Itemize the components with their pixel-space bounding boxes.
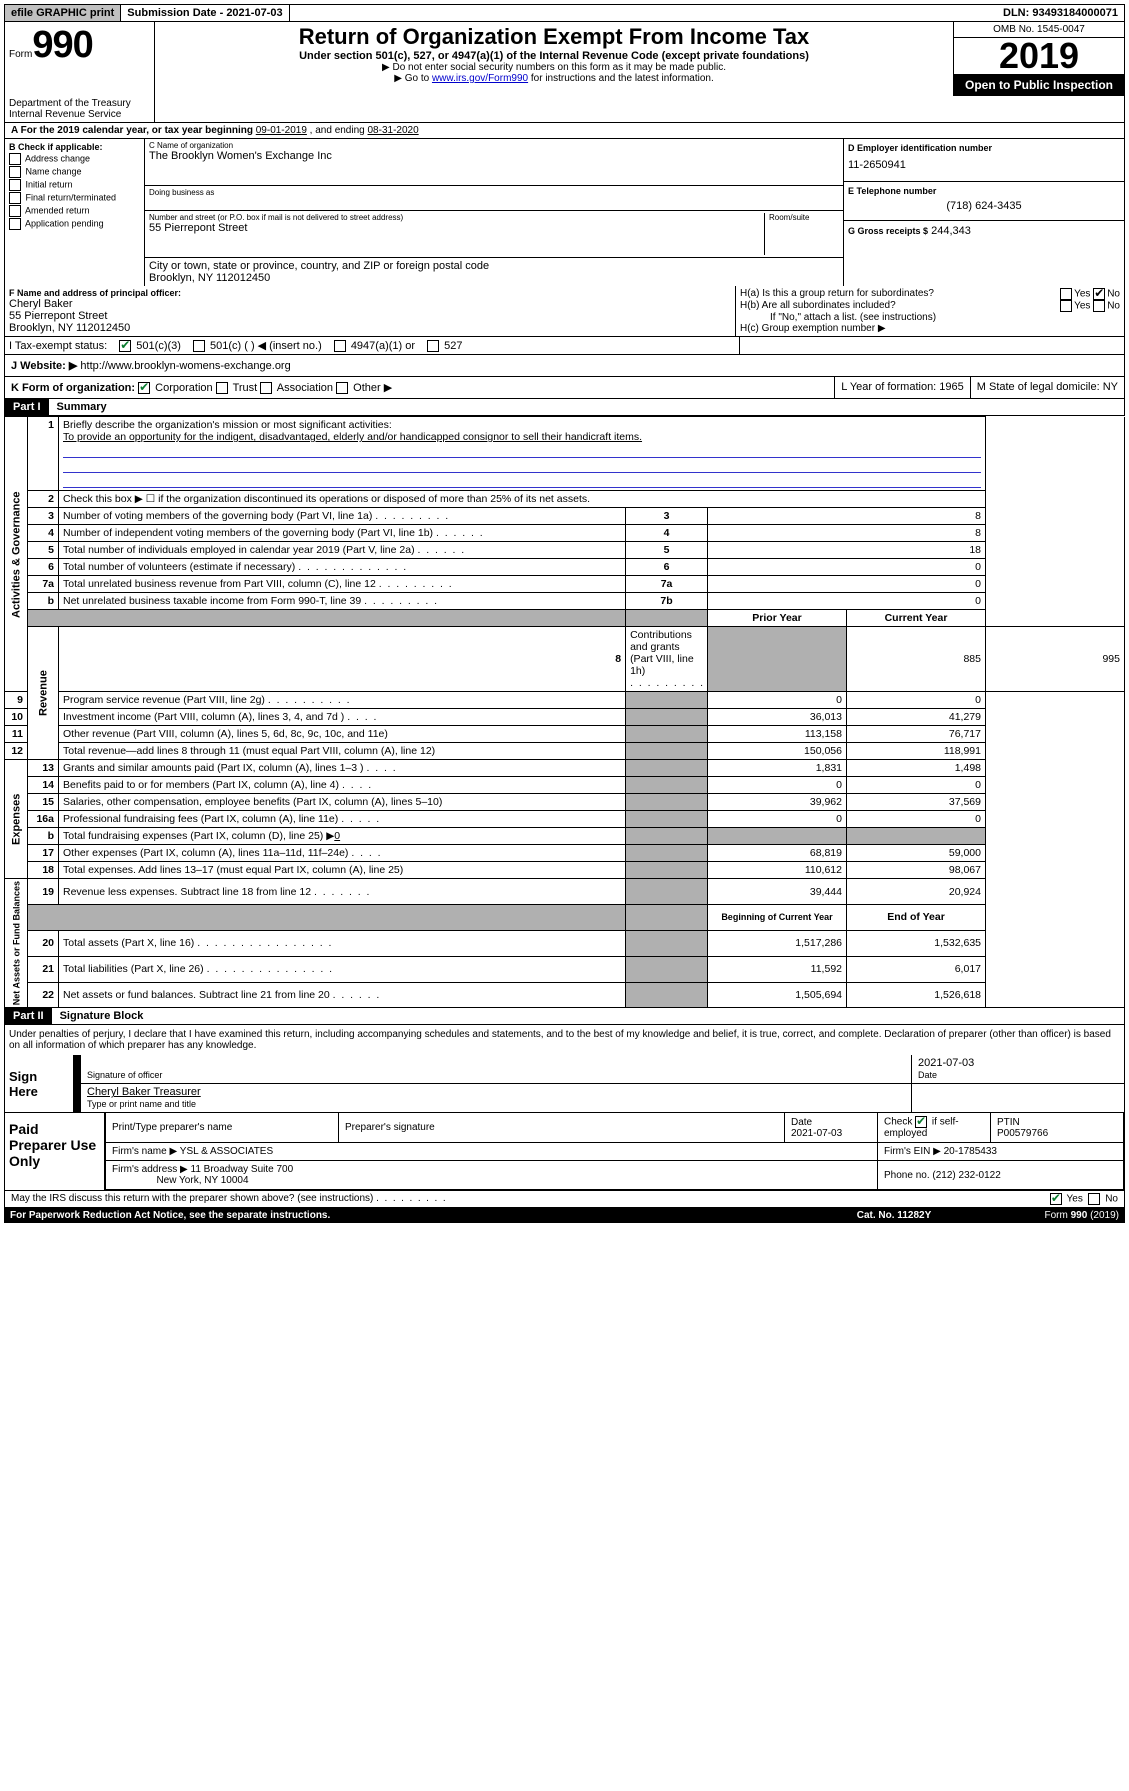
perjury-statement: Under penalties of perjury, I declare th… [4, 1025, 1125, 1055]
info-grid: B Check if applicable: Address change Na… [4, 139, 1125, 286]
v5: 18 [708, 542, 986, 559]
open-public-badge: Open to Public Inspection [954, 74, 1124, 96]
tax-year: 2019 [954, 38, 1124, 74]
group-return: H(a) Is this a group return for subordin… [736, 286, 1124, 336]
form-title: Return of Organization Exempt From Incom… [159, 24, 949, 50]
discuss-row: May the IRS discuss this return with the… [4, 1191, 1125, 1208]
check-if-applicable: B Check if applicable: Address change Na… [5, 139, 145, 286]
side-expenses: Expenses [5, 760, 28, 879]
officer-group-row: F Name and address of principal officer:… [4, 286, 1125, 337]
dln: DLN: 93493184000071 [997, 5, 1124, 21]
form-header: Form990 Return of Organization Exempt Fr… [4, 22, 1125, 123]
cb-amended[interactable]: Amended return [9, 205, 140, 217]
v7a: 0 [708, 576, 986, 593]
period-begin: 09-01-2019 [256, 125, 307, 136]
mission: To provide an opportunity for the indige… [63, 431, 642, 443]
form-prefix: Form [9, 49, 32, 60]
state-domicile: M State of legal domicile: NY [971, 377, 1124, 398]
tax-period-row: A For the 2019 calendar year, or tax yea… [4, 123, 1125, 139]
gross-receipts: 244,343 [931, 225, 971, 237]
v7b: 0 [708, 593, 986, 610]
firm-ein: 20-1785433 [944, 1146, 997, 1157]
efile-button[interactable]: efile GRAPHIC print [5, 5, 121, 21]
v3: 8 [708, 508, 986, 525]
department: Department of the Treasury Internal Reve… [5, 96, 155, 122]
firm-phone: (212) 232-0122 [932, 1170, 1000, 1181]
irs-link[interactable]: www.irs.gov/Form990 [432, 73, 528, 84]
form-note2: ▶ Go to www.irs.gov/Form990 for instruct… [159, 73, 949, 84]
header-right: OMB No. 1545-0047 2019 Open to Public In… [954, 22, 1124, 96]
side-revenue: Revenue [28, 627, 59, 760]
form-note1: ▶ Do not enter social security numbers o… [159, 62, 949, 73]
part2-title: Signature Block [52, 1010, 144, 1022]
ptin: P00579766 [997, 1128, 1048, 1139]
cb-application-pending[interactable]: Application pending [9, 218, 140, 230]
part2-label: Part II [5, 1008, 52, 1024]
part1-bar: Part I Summary [4, 399, 1125, 416]
part1-label: Part I [5, 399, 49, 415]
cb-self-employed[interactable] [915, 1116, 927, 1128]
v6: 0 [708, 559, 986, 576]
sign-here-block: Sign Here Signature of officer 2021-07-0… [4, 1055, 1125, 1113]
top-bar: efile GRAPHIC print Submission Date - 20… [4, 4, 1125, 22]
year-formation: L Year of formation: 1965 [835, 377, 971, 398]
period-end: 08-31-2020 [368, 125, 419, 136]
form-number: 990 [32, 24, 92, 66]
org-name: The Brooklyn Women's Exchange Inc [149, 150, 839, 162]
side-net: Net Assets or Fund Balances [5, 879, 28, 1008]
officer-name: Cheryl Baker Treasurer [87, 1086, 201, 1098]
ein: 11-2650941 [848, 153, 1120, 177]
cb-corporation[interactable] [138, 382, 150, 394]
cb-other[interactable] [336, 382, 348, 394]
principal-officer: F Name and address of principal officer:… [5, 286, 736, 336]
cb-4947[interactable]: 4947(a)(1) or [334, 340, 415, 352]
cb-discuss-no[interactable] [1088, 1193, 1100, 1205]
org-city: Brooklyn, NY 112012450 [149, 272, 839, 284]
tax-exempt-website: I Tax-exempt status: 501(c)(3) 501(c) ( … [4, 337, 1125, 355]
right-info-col: D Employer identification number 11-2650… [844, 139, 1124, 286]
submission-date: Submission Date - 2021-07-03 [121, 5, 289, 21]
summary-table: Activities & Governance 1 Briefly descri… [4, 416, 1125, 1008]
bottom-bar: For Paperwork Reduction Act Notice, see … [4, 1208, 1125, 1223]
org-info-col: C Name of organization The Brooklyn Wome… [145, 139, 844, 286]
cb-final-return[interactable]: Final return/terminated [9, 192, 140, 204]
firm-name: YSL & ASSOCIATES [180, 1146, 273, 1157]
cb-address-change[interactable]: Address change [9, 153, 140, 165]
cb-527[interactable]: 527 [427, 340, 462, 352]
website-row: J Website: ▶ http://www.brooklyn-womens-… [4, 355, 1125, 377]
part1-title: Summary [49, 401, 107, 413]
paid-preparer-block: Paid Preparer Use Only Print/Type prepar… [4, 1113, 1125, 1191]
website-url: http://www.brooklyn-womens-exchange.org [80, 360, 290, 372]
form-number-cell: Form990 [5, 22, 155, 96]
cb-501c[interactable]: 501(c) ( ) ◀ (insert no.) [193, 339, 322, 352]
part2-bar: Part II Signature Block [4, 1008, 1125, 1025]
k-row: K Form of organization: Corporation Trus… [4, 377, 1125, 399]
phone: (718) 624-3435 [848, 196, 1120, 216]
cb-discuss-yes[interactable] [1050, 1193, 1062, 1205]
side-governance: Activities & Governance [5, 417, 28, 692]
cb-initial-return[interactable]: Initial return [9, 179, 140, 191]
cb-name-change[interactable]: Name change [9, 166, 140, 178]
v4: 8 [708, 525, 986, 542]
cb-trust[interactable] [216, 382, 228, 394]
cb-association[interactable] [260, 382, 272, 394]
form-subtitle: Under section 501(c), 527, or 4947(a)(1)… [159, 50, 949, 62]
cb-501c3[interactable]: 501(c)(3) [119, 340, 181, 352]
org-address: 55 Pierrepont Street [149, 222, 764, 234]
form-title-cell: Return of Organization Exempt From Incom… [155, 22, 954, 96]
